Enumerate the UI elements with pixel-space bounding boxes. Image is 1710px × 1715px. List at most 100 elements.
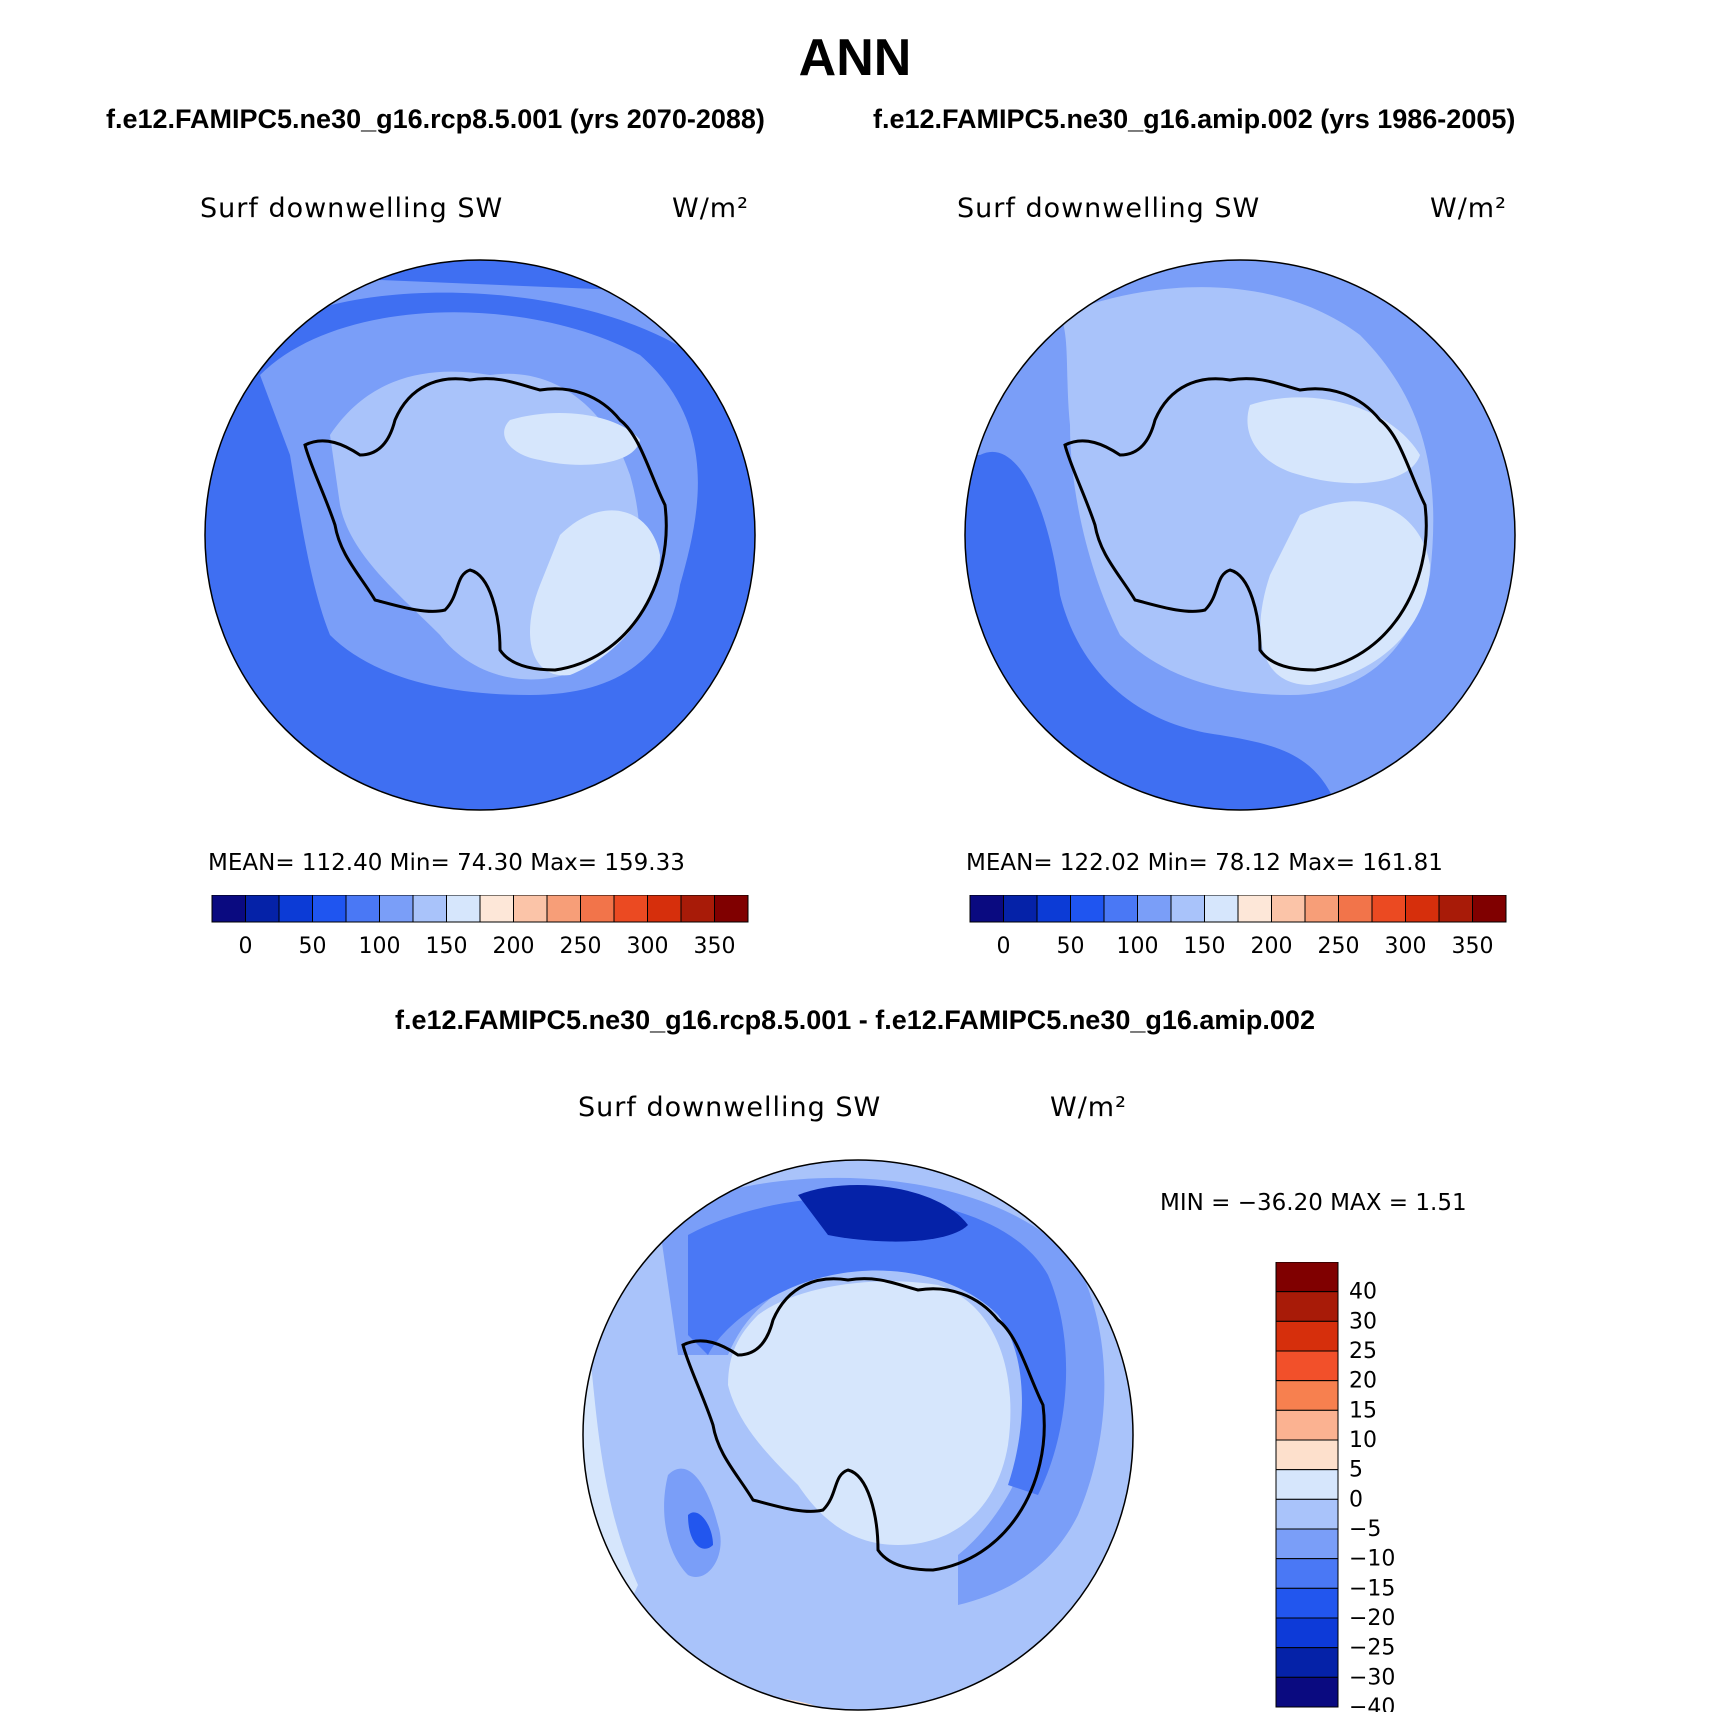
colorbar-swatch [1304,895,1339,923]
map-panel-1 [204,259,756,811]
colorbar-swatch [714,895,749,923]
colorbar-swatch [1137,895,1172,923]
colorbar-panel-1: 0 50 100 150 200 250 300 350 [211,895,749,959]
map-panel-3 [582,1159,1134,1711]
antarctica-coastline [303,377,668,672]
colorbar-swatch [479,895,514,923]
colorbar-swatch [1438,895,1473,923]
colorbar-swatch [647,895,682,923]
colorbar-tick-label: 0 [1349,1487,1363,1512]
colorbar-tick-label: −20 [1349,1606,1395,1631]
upper-mid-field [260,275,740,375]
colorbar-swatch [1170,895,1205,923]
colorbar-swatch [1472,895,1507,923]
colorbar-swatch [345,895,380,923]
colorbar-tick-label: 0 [239,934,253,959]
colorbar-swatch [1275,1291,1339,1322]
ice-field-2 [530,510,660,676]
colorbar-swatch [1204,895,1239,923]
colorbar-tick-label: 250 [1318,934,1360,959]
colorbar-swatch [211,895,246,923]
colorbar-tick-label: 200 [493,934,535,959]
colorbar-tick-label: 50 [1057,934,1085,959]
colorbar-swatch [1371,895,1406,923]
antarctica-coastline [1063,377,1428,672]
colorbar-tick-label: 40 [1349,1280,1377,1305]
colorbar-tick-label: −15 [1349,1576,1395,1601]
map-panel-2 [964,259,1516,811]
colorbar-swatch [1275,1676,1339,1708]
ice-field-1 [1247,397,1420,484]
colorbar-swatch [1003,895,1038,923]
colorbar-tick-label: 20 [1349,1369,1377,1394]
colorbar-swatch [1036,895,1071,923]
colorbar-swatch [1275,1498,1339,1530]
colorbar-swatch [245,895,280,923]
colorbar-tick-label: 100 [359,934,401,959]
colorbar-swatch [1275,1380,1339,1411]
colorbar-swatch [1275,1587,1339,1619]
colorbar-tick-label: 150 [1184,934,1226,959]
colorbar-panel-2: 0 50 100 150 200 250 300 350 [969,895,1507,959]
colorbar-swatch [1275,1558,1339,1589]
colorbar-tick-label: −30 [1349,1665,1395,1690]
panel1-units: W/m² [672,193,749,224]
colorbar-swatch [613,895,648,923]
colorbar-tick-label: 10 [1349,1428,1377,1453]
colorbar-swatch [312,895,347,923]
panel3-units: W/m² [1050,1092,1127,1123]
colorbar-swatch [412,895,447,923]
difference-title: f.e12.FAMIPC5.ne30_g16.rcp8.5.001 - f.e1… [395,1005,1315,1035]
case-b-title: f.e12.FAMIPC5.ne30_g16.amip.002 (yrs 198… [873,104,1516,134]
colorbar-swatch [1275,1350,1339,1382]
colorbar-panel-3: 40 30 25 20 15 10 5 0 −5 −10 −15 −20 −25 −30 −40 [1275,1262,1395,1712]
colorbar-tick-label: 0 [997,934,1011,959]
colorbar-tick-label: 25 [1349,1339,1377,1364]
ice-field-2 [1260,501,1430,685]
colorbar-swatch [379,895,414,923]
panel2-variable-label: Surf downwelling SW [957,193,1261,224]
colorbar-tick-label: −25 [1349,1636,1395,1661]
colorbar-tick-label: 30 [1349,1309,1377,1334]
colorbar-swatch [513,895,548,923]
colorbar-tick-label: 5 [1349,1458,1363,1483]
colorbar-tick-label: 150 [426,934,468,959]
ice-field-1 [504,412,640,465]
colorbar-swatch [1271,895,1306,923]
panel2-stats: MEAN= 122.02 Min= 78.12 Max= 161.81 [966,850,1443,876]
colorbar-swatch [1275,1469,1339,1500]
colorbar-swatch [1275,1439,1339,1471]
colorbar-tick-label: 350 [1452,934,1494,959]
colorbar-swatch [446,895,481,923]
colorbar-swatch [1405,895,1440,923]
colorbar-tick-label: 300 [1385,934,1427,959]
colorbar-swatch [1070,895,1105,923]
panel2-units: W/m² [1430,193,1507,224]
colorbar-swatch [1275,1647,1339,1678]
panel3-stats: MIN = −36.20 MAX = 1.51 [1160,1190,1467,1216]
colorbar-swatch [1275,1320,1339,1352]
colorbar-tick-label: 50 [299,934,327,959]
colorbar-tick-label: 300 [627,934,669,959]
colorbar-swatch [969,895,1004,923]
colorbar-swatch [580,895,615,923]
antarctica-coastline [681,1277,1046,1572]
colorbar-swatch [1338,895,1373,923]
strong-band [688,1197,1067,1495]
colorbar-tick-label: 250 [560,934,602,959]
colorbar-tick-label: 200 [1251,934,1293,959]
colorbar-swatch [1275,1262,1339,1293]
colorbar-tick-label: 100 [1117,934,1159,959]
deep-core [798,1185,968,1242]
dark-band [965,452,1340,810]
page-title: ANN [798,29,912,87]
colorbar-swatch [680,895,715,923]
colorbar-swatch [1103,895,1138,923]
panel3-variable-label: Surf downwelling SW [578,1092,882,1123]
colorbar-swatch [1275,1617,1339,1649]
colorbar-swatch [278,895,313,923]
colorbar-tick-label: −5 [1349,1517,1381,1542]
colorbar-tick-label: 350 [694,934,736,959]
ice-field [728,1281,1011,1545]
colorbar-tick-label: −10 [1349,1547,1395,1572]
